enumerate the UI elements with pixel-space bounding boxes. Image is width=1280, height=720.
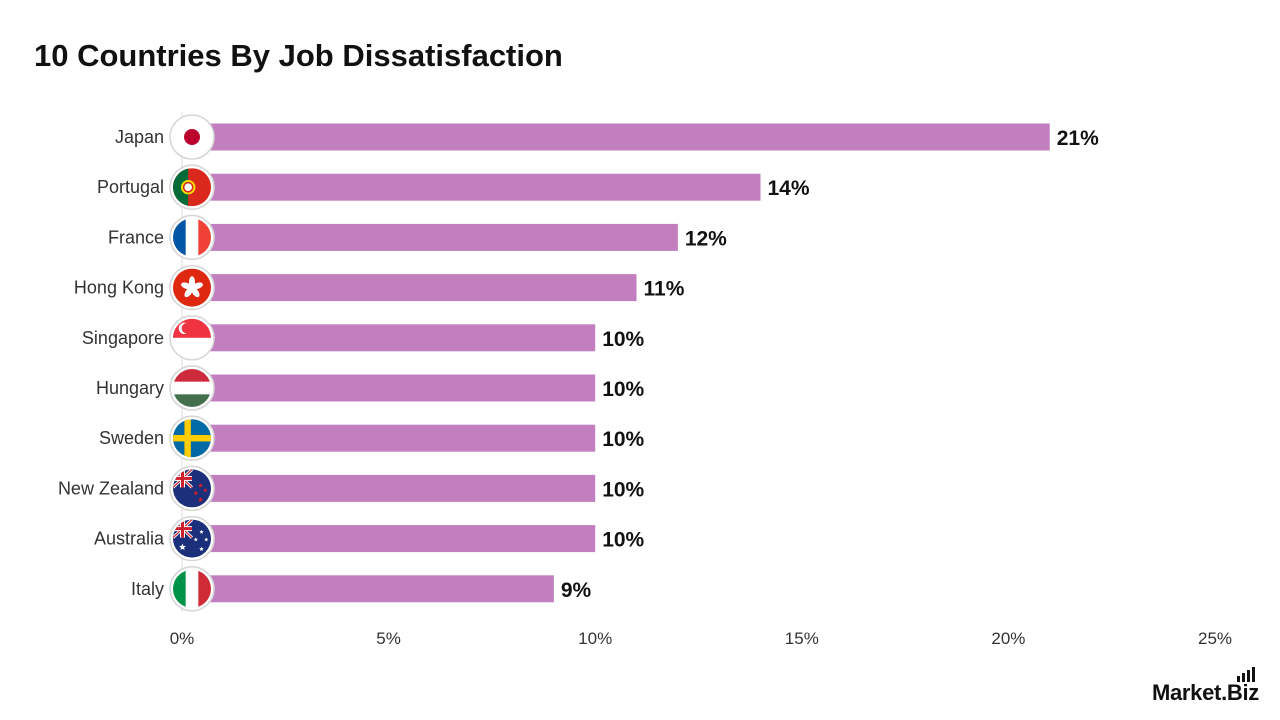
value-label-sweden: 10% — [602, 428, 644, 451]
bar-portugal — [182, 173, 761, 201]
category-label-singapore: Singapore — [82, 328, 164, 348]
bar-hong-kong — [182, 274, 637, 302]
new-zealand-flag-icon — [169, 465, 215, 512]
category-label-japan: Japan — [115, 127, 164, 147]
bar-australia — [182, 525, 596, 553]
hong-kong-flag-icon — [169, 264, 215, 311]
logo-text: Market.Biz — [1151, 680, 1259, 705]
value-label-italy: 9% — [561, 579, 592, 602]
value-label-portugal: 14% — [767, 177, 809, 200]
category-label-portugal: Portugal — [97, 177, 164, 197]
australia-flag-icon — [169, 515, 215, 562]
value-label-singapore: 10% — [602, 328, 644, 351]
value-label-france: 12% — [685, 227, 727, 250]
italy-flag-icon — [169, 566, 215, 612]
x-tick-label: 0% — [170, 629, 195, 648]
x-tick-label: 20% — [991, 629, 1025, 648]
bar-italy — [182, 575, 554, 603]
category-label-france: France — [108, 227, 164, 247]
category-label-sweden: Sweden — [99, 428, 164, 448]
x-tick-label: 10% — [578, 629, 612, 648]
category-label-hong-kong: Hong Kong — [74, 278, 164, 298]
portugal-flag-icon — [169, 164, 215, 210]
bar-hungary — [182, 374, 596, 402]
category-label-australia: Australia — [94, 529, 165, 549]
value-label-australia: 10% — [602, 529, 644, 552]
bar-singapore — [182, 324, 596, 352]
value-label-hungary: 10% — [602, 378, 644, 401]
category-label-hungary: Hungary — [96, 378, 164, 398]
bar-new-zealand — [182, 474, 596, 502]
logo-bars-icon — [1237, 667, 1255, 682]
value-label-hong-kong: 11% — [644, 278, 685, 301]
category-label-new-zealand: New Zealand — [58, 478, 164, 498]
hungary-flag-icon — [169, 365, 215, 411]
chart-title: 10 Countries By Job Dissatisfaction — [34, 38, 563, 73]
x-tick-label: 25% — [1198, 629, 1232, 648]
bar-japan — [182, 123, 1050, 151]
japan-flag-icon — [169, 114, 215, 160]
singapore-flag-icon — [169, 315, 215, 361]
sweden-flag-icon — [169, 415, 215, 461]
brand-logo: Market.Biz — [1151, 667, 1259, 706]
category-label-italy: Italy — [131, 579, 164, 599]
bar-sweden — [182, 424, 596, 452]
x-tick-label: 15% — [785, 629, 819, 648]
bar-france — [182, 223, 678, 251]
x-tick-label: 5% — [376, 629, 401, 648]
value-label-new-zealand: 10% — [602, 478, 644, 501]
france-flag-icon — [169, 214, 215, 261]
value-label-japan: 21% — [1057, 127, 1099, 150]
